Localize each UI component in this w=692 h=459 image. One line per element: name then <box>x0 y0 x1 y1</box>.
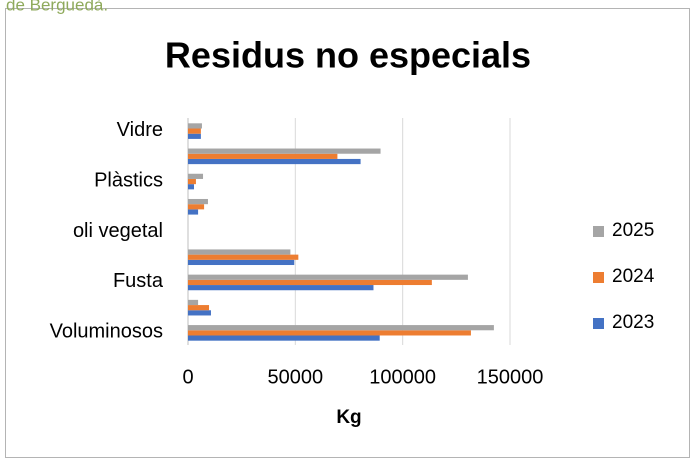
bar <box>188 148 381 154</box>
bar <box>188 274 468 280</box>
bar <box>188 305 210 311</box>
legend-swatch <box>593 318 604 329</box>
bar <box>188 128 201 134</box>
bar <box>188 310 211 316</box>
chart-title: Residus no especials <box>165 35 531 76</box>
header-text: de Berguedà. <box>6 0 108 14</box>
bar <box>188 153 338 159</box>
bar <box>188 249 291 255</box>
y-tick-label: Plàstics <box>94 169 163 191</box>
x-tick-label: 100000 <box>369 366 436 388</box>
y-tick-label: Fusta <box>113 270 164 292</box>
legend-label: 2024 <box>612 266 655 287</box>
bar <box>188 133 201 139</box>
legend-swatch <box>593 272 604 283</box>
legend-label: 2023 <box>612 312 654 333</box>
x-tick-label: 50000 <box>268 366 324 388</box>
y-tick-label: Voluminosos <box>50 321 163 343</box>
bar <box>188 123 202 129</box>
bar <box>188 158 361 165</box>
bar <box>188 173 204 179</box>
x-axis-label: Kg <box>336 407 361 428</box>
bar <box>188 254 299 260</box>
bar <box>188 178 196 185</box>
y-tick-label: oli vegetal <box>73 220 163 242</box>
bar <box>188 198 208 205</box>
bar <box>188 184 195 190</box>
chart-frame <box>5 8 690 458</box>
x-tick-label: 150000 <box>477 366 544 388</box>
bar <box>188 285 374 291</box>
bar <box>188 209 199 215</box>
x-tick-label: 0 <box>182 366 193 388</box>
y-tick-label: Vidre <box>117 119 163 141</box>
bar <box>188 299 199 306</box>
legend-swatch <box>593 226 604 237</box>
bar <box>188 259 295 266</box>
bar <box>188 325 494 331</box>
bar <box>188 204 205 210</box>
bar <box>188 335 380 341</box>
bar <box>188 279 432 286</box>
legend-label: 2025 <box>612 220 654 241</box>
bar <box>188 330 471 336</box>
